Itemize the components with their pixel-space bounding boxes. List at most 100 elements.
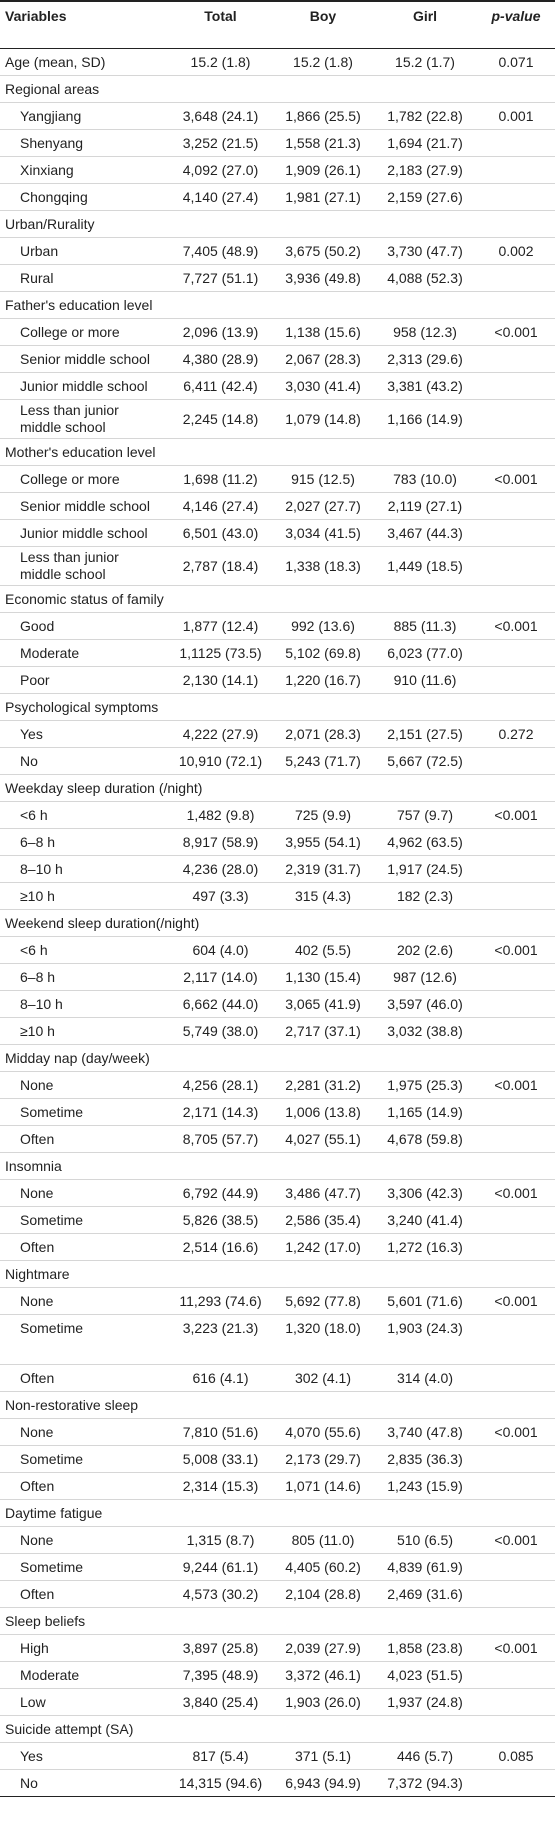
- header-row: Variables Total Boy Girl p-value: [0, 0, 555, 49]
- value-cell: 5,601 (71.6): [373, 1287, 477, 1315]
- value-cell: 1,006 (13.8): [273, 1098, 373, 1126]
- section-label: Weekend sleep duration(/night): [0, 909, 555, 937]
- variable-cell: High: [0, 1634, 168, 1662]
- value-cell: 182 (2.3): [373, 882, 477, 910]
- value-cell: 2,117 (14.0): [168, 963, 273, 991]
- value-cell: <0.001: [477, 1526, 555, 1554]
- value-cell: 8,705 (57.7): [168, 1125, 273, 1153]
- value-cell: 15.2 (1.7): [373, 48, 477, 76]
- value-cell: 2,104 (28.8): [273, 1580, 373, 1608]
- value-cell: 2,469 (31.6): [373, 1580, 477, 1608]
- value-cell: 1,071 (14.6): [273, 1472, 373, 1500]
- variable-cell: College or more: [0, 465, 168, 493]
- section-label: Economic status of family: [0, 585, 555, 613]
- value-cell: 4,088 (52.3): [373, 264, 477, 292]
- variable-cell: Shenyang: [0, 129, 168, 157]
- value-cell: 3,897 (25.8): [168, 1634, 273, 1662]
- value-cell: 3,240 (41.4): [373, 1206, 477, 1234]
- value-cell: 4,678 (59.8): [373, 1125, 477, 1153]
- value-cell: 1,320 (18.0): [273, 1314, 373, 1365]
- value-cell: 3,648 (24.1): [168, 102, 273, 130]
- value-cell: <0.001: [477, 1287, 555, 1315]
- value-cell: 2,173 (29.7): [273, 1445, 373, 1473]
- data-row: Senior middle school 4,380 (28.9) 2,067 (2…: [0, 345, 555, 373]
- value-cell: 1,079 (14.8): [273, 399, 373, 439]
- section-label: Father's education level: [0, 291, 555, 319]
- variable-cell: Yangjiang: [0, 102, 168, 130]
- value-cell: 2,319 (31.7): [273, 855, 373, 883]
- value-cell: 4,380 (28.9): [168, 345, 273, 373]
- data-row: Good 1,877 (12.4) 992 (13.6) 885 (11.3) <0.0…: [0, 612, 555, 640]
- value-cell: 2,130 (14.1): [168, 666, 273, 694]
- data-row: Junior middle school 6,411 (42.4) 3,030 (4…: [0, 372, 555, 400]
- variable-cell: 8–10 h: [0, 855, 168, 883]
- value-cell: 510 (6.5): [373, 1526, 477, 1554]
- empty-cell: [477, 519, 555, 547]
- value-cell: 5,692 (77.8): [273, 1287, 373, 1315]
- variable-cell: <6 h: [0, 936, 168, 964]
- value-cell: 1,449 (18.5): [373, 546, 477, 586]
- variable-cell: Rural: [0, 264, 168, 292]
- data-row: Junior middle school 6,501 (43.0) 3,034 (4…: [0, 519, 555, 547]
- table-header: Variables Total Boy Girl p-value: [0, 0, 555, 49]
- value-cell: 0.272: [477, 720, 555, 748]
- value-cell: 4,070 (55.6): [273, 1418, 373, 1446]
- value-cell: 783 (10.0): [373, 465, 477, 493]
- value-cell: 402 (5.5): [273, 936, 373, 964]
- empty-cell: [477, 492, 555, 520]
- section-label: Insomnia: [0, 1152, 555, 1180]
- data-row: Sometime 2,171 (14.3) 1,006 (13.8) 1,165 (1…: [0, 1098, 555, 1126]
- empty-cell: [477, 666, 555, 694]
- variable-cell: None: [0, 1526, 168, 1554]
- empty-cell: [477, 1580, 555, 1608]
- value-cell: 2,245 (14.8): [168, 399, 273, 439]
- value-cell: 4,023 (51.5): [373, 1661, 477, 1689]
- value-cell: 7,405 (48.9): [168, 237, 273, 265]
- data-row: Senior middle school 4,146 (27.4) 2,027 (2…: [0, 492, 555, 520]
- empty-cell: [477, 156, 555, 184]
- empty-cell: [477, 1769, 555, 1797]
- value-cell: 885 (11.3): [373, 612, 477, 640]
- empty-cell: [477, 372, 555, 400]
- variable-cell: No: [0, 747, 168, 775]
- data-row: Often 2,314 (15.3) 1,071 (14.6) 1,243 (15.9…: [0, 1472, 555, 1500]
- variable-cell: Good: [0, 612, 168, 640]
- value-cell: 6,023 (77.0): [373, 639, 477, 667]
- empty-cell: [477, 963, 555, 991]
- value-cell: 10,910 (72.1): [168, 747, 273, 775]
- section-label: Suicide attempt (SA): [0, 1715, 555, 1743]
- data-row: Rural 7,727 (51.1) 3,936 (49.8) 4,088 (52.3…: [0, 264, 555, 292]
- value-cell: 3,467 (44.3): [373, 519, 477, 547]
- empty-cell: [477, 639, 555, 667]
- data-row: Yes 4,222 (27.9) 2,071 (28.3) 2,151 (27.5) 0…: [0, 720, 555, 748]
- value-cell: 1,482 (9.8): [168, 801, 273, 829]
- value-cell: 3,675 (50.2): [273, 237, 373, 265]
- value-cell: 3,306 (42.3): [373, 1179, 477, 1207]
- header-cell: p-value: [477, 0, 555, 49]
- value-cell: 14,315 (94.6): [168, 1769, 273, 1797]
- value-cell: 1,981 (27.1): [273, 183, 373, 211]
- empty-cell: [477, 747, 555, 775]
- data-row: Age (mean, SD) 15.2 (1.8) 15.2 (1.8) 15.2 (…: [0, 48, 555, 76]
- value-cell: 2,159 (27.6): [373, 183, 477, 211]
- value-cell: <0.001: [477, 936, 555, 964]
- header-cell: Boy: [273, 0, 373, 49]
- value-cell: 1,917 (24.5): [373, 855, 477, 883]
- value-cell: <0.001: [477, 318, 555, 346]
- data-row: Low 3,840 (25.4) 1,903 (26.0) 1,937 (24.8): [0, 1688, 555, 1716]
- value-cell: 910 (11.6): [373, 666, 477, 694]
- empty-cell: [477, 828, 555, 856]
- value-cell: <0.001: [477, 1071, 555, 1099]
- empty-cell: [477, 1553, 555, 1581]
- variable-cell: Junior middle school: [0, 372, 168, 400]
- section-row: Suicide attempt (SA): [0, 1715, 555, 1743]
- variable-cell: Sometime: [0, 1553, 168, 1581]
- empty-cell: [477, 183, 555, 211]
- value-cell: 4,222 (27.9): [168, 720, 273, 748]
- variable-cell: Poor: [0, 666, 168, 694]
- value-cell: 4,146 (27.4): [168, 492, 273, 520]
- section-row: Urban/Rurality: [0, 210, 555, 238]
- value-cell: 4,962 (63.5): [373, 828, 477, 856]
- value-cell: 6,792 (44.9): [168, 1179, 273, 1207]
- value-cell: 2,096 (13.9): [168, 318, 273, 346]
